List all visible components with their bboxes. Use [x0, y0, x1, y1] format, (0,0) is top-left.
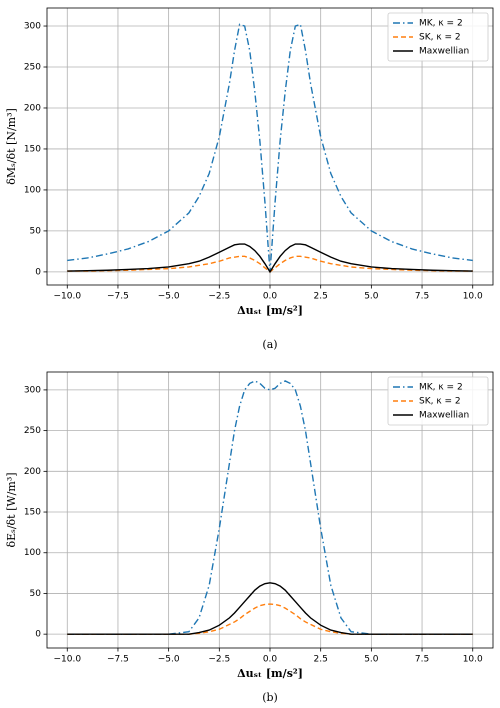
y-tick-label: 200	[24, 467, 41, 477]
legend-label: SK, κ = 2	[419, 33, 461, 43]
x-tick-label: −10.0	[53, 292, 81, 302]
data-line	[67, 380, 473, 635]
x-tick-label: 5.0	[364, 292, 379, 302]
y-tick-label: 150	[24, 144, 41, 154]
y-axis-label: δEₛ/δt [W/m³]	[5, 472, 18, 547]
x-tick-label: 10.0	[463, 655, 483, 665]
x-tick-label: 0.0	[263, 292, 278, 302]
x-tick-label: 0.0	[263, 655, 278, 665]
x-tick-label: 10.0	[463, 292, 483, 302]
legend-label: MK, κ = 2	[419, 19, 463, 29]
x-tick-label: 7.5	[415, 292, 429, 302]
y-tick-label: 150	[24, 508, 41, 518]
y-tick-label: 50	[30, 226, 42, 236]
y-tick-label: 0	[35, 267, 41, 277]
x-tick-label: 2.5	[314, 292, 328, 302]
legend-box	[387, 376, 489, 426]
y-tick-label: 250	[24, 426, 41, 436]
x-tick-label: −10.0	[53, 655, 81, 665]
y-tick-label: 100	[24, 185, 41, 195]
caption: (b)	[262, 691, 278, 704]
y-axis-label: δMₛ/δt [N/m³]	[5, 108, 18, 185]
y-tick-label: 50	[30, 589, 42, 599]
legend-label: MK, κ = 2	[419, 383, 463, 393]
x-tick-label: 2.5	[314, 655, 328, 665]
legend-box	[387, 12, 489, 62]
y-tick-label: 300	[24, 22, 41, 32]
y-tick-label: 200	[24, 103, 41, 113]
x-tick-label: 5.0	[364, 655, 379, 665]
plot-frame	[46, 371, 494, 649]
y-tick-label: 0	[35, 630, 41, 640]
legend-label: Maxwellian	[419, 411, 469, 421]
x-tick-label: −5.0	[158, 655, 180, 665]
legend-label: SK, κ = 2	[419, 397, 461, 407]
data-line	[67, 582, 473, 635]
x-tick-label: −5.0	[158, 292, 180, 302]
x-axis-label: Δuₛₜ [m/s²]	[237, 667, 303, 680]
y-tick-label: 100	[24, 548, 41, 558]
y-tick-label: 250	[24, 63, 41, 73]
x-tick-label: −7.5	[107, 292, 129, 302]
x-tick-label: −7.5	[107, 655, 129, 665]
subplot: −10.0 −7.5 −5.0 −2.5 0.0 2.5 5.0 7.5 10.0 0 50 100 1…	[5, 371, 494, 704]
data-line	[67, 243, 473, 274]
subplot: −10.0 −7.5 −5.0 −2.5 0.0 2.5 5.0 7.5 10.0 0 50 100 1…	[5, 7, 494, 351]
legend: MK, κ = 2 SK, κ = 2 Maxwellian	[387, 376, 489, 426]
x-tick-label: −2.5	[208, 292, 230, 302]
x-tick-label: −2.5	[208, 655, 230, 665]
plot-frame	[46, 7, 494, 286]
legend-label: Maxwellian	[419, 47, 469, 57]
x-tick-label: 7.5	[415, 655, 429, 665]
legend: MK, κ = 2 SK, κ = 2 Maxwellian	[387, 12, 489, 62]
x-axis-label: Δuₛₜ [m/s²]	[237, 304, 303, 317]
y-tick-label: 300	[24, 385, 41, 395]
caption: (a)	[262, 338, 277, 351]
